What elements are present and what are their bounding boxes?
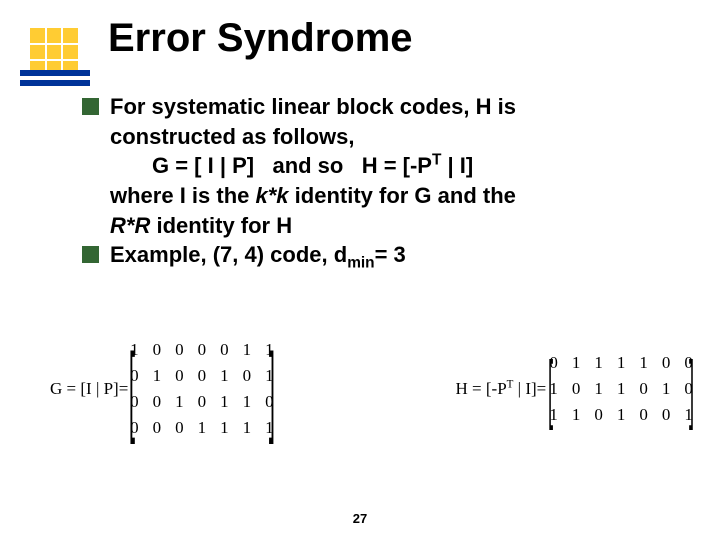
bullet-item: Example, (7, 4) code, dmin= 3 <box>80 240 680 270</box>
bullet-text: R*R identity for H <box>80 211 680 241</box>
matrix-h-label: H = [-PT | I]= <box>456 379 547 399</box>
bullet-text: constructed as follows, <box>80 122 680 152</box>
equation-text: G = [ I | P] and so H = [-PT | I] <box>80 151 680 181</box>
bracket-right-icon: ] <box>689 357 694 422</box>
bullet-text: where I is the k*k identity for G and th… <box>80 181 680 211</box>
bullet-square-icon <box>82 98 99 115</box>
bracket-right-icon: ] <box>268 347 274 432</box>
bracket-left-icon: [ <box>548 357 553 422</box>
slide-title: Error Syndrome <box>108 16 413 61</box>
slide-content: For systematic linear block codes, H is … <box>80 92 680 270</box>
page-number: 27 <box>0 511 720 526</box>
bullet-square-icon <box>82 246 99 263</box>
matrices-row: G = [I | P]= [ 1000011 0100101 0010110 0… <box>50 340 690 438</box>
slide-logo <box>20 20 90 90</box>
matrix-h-grid: 0111100 1011010 1101001 <box>549 353 693 425</box>
bracket-left-icon: [ <box>129 347 135 432</box>
matrix-h: H = [-PT | I]= [ 0111100 1011010 1101001… <box>456 353 690 425</box>
bullet-text: Example, (7, 4) code, dmin= 3 <box>110 242 406 267</box>
bullet-item: For systematic linear block codes, H is <box>80 92 680 122</box>
matrix-g-label: G = [I | P]= <box>50 379 128 399</box>
matrix-g: G = [I | P]= [ 1000011 0100101 0010110 0… <box>50 340 269 438</box>
matrix-g-grid: 1000011 0100101 0010110 0001111 <box>130 340 274 438</box>
bullet-text: For systematic linear block codes, H is <box>110 94 516 119</box>
